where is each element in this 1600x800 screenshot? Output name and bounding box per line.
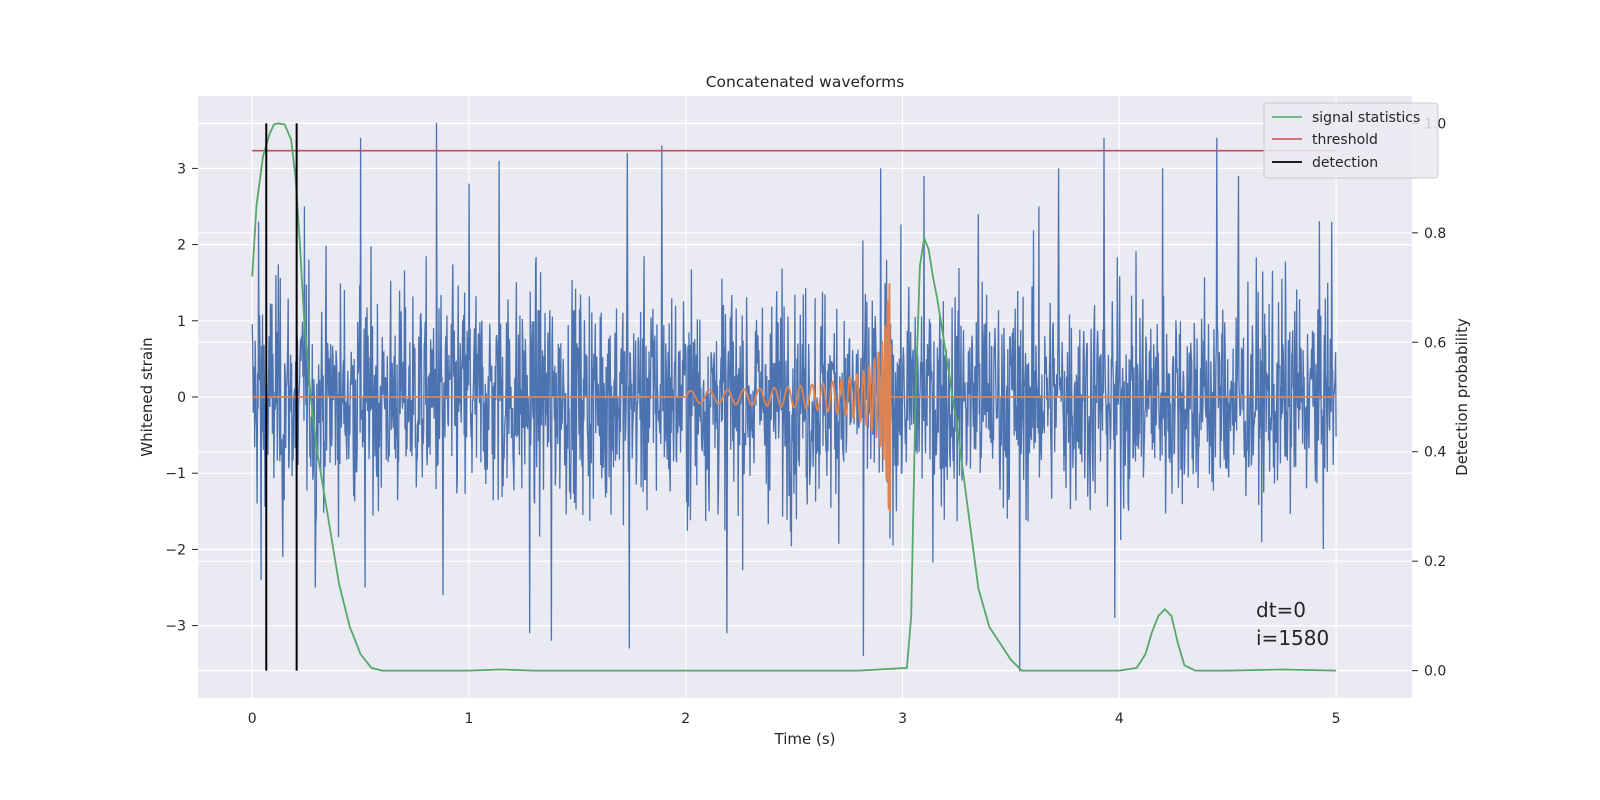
chart-title: Concatenated waveforms xyxy=(706,73,905,91)
x-tick-label: 5 xyxy=(1332,711,1341,727)
y-tick-label: 0 xyxy=(177,390,186,406)
x-tick-label: 3 xyxy=(898,711,907,727)
y-tick-label: −3 xyxy=(165,619,186,635)
x-tick-label: 0 xyxy=(248,711,257,727)
y-tick-label: −2 xyxy=(165,542,186,558)
plot-area xyxy=(251,122,1337,672)
y2-tick-label: 0.2 xyxy=(1424,554,1446,570)
y-axis-ticks: 3 2 1 0 −1 −2 −3 xyxy=(165,161,198,635)
legend-label-detection: detection xyxy=(1312,155,1378,171)
strain-series-line xyxy=(251,122,1337,672)
y2-axis-label: Detection probability xyxy=(1453,318,1471,476)
legend-label-signal-statistics: signal statistics xyxy=(1312,110,1420,126)
chirp-series-line xyxy=(252,283,1337,512)
legend-label-threshold: threshold xyxy=(1312,132,1378,148)
x-tick-label: 2 xyxy=(681,711,690,727)
x-tick-label: 4 xyxy=(1115,711,1124,727)
y-tick-label: 1 xyxy=(177,314,186,330)
x-tick-label: 1 xyxy=(465,711,474,727)
y-tick-label: 2 xyxy=(177,238,186,254)
y2-axis-ticks: 1.00.80.60.40.20.0 xyxy=(1412,116,1446,680)
signal-statistics-line xyxy=(251,122,1337,672)
y2-tick-label: 0.4 xyxy=(1424,445,1446,461)
x-axis-label: Time (s) xyxy=(774,730,836,748)
legend: signal statistics threshold detection xyxy=(1263,102,1439,179)
y-tick-label: −1 xyxy=(165,466,186,482)
annotation-dt: dt=0 xyxy=(1256,598,1306,622)
y2-tick-label: 0.8 xyxy=(1424,226,1446,242)
annotation: dt=0 i=1580 xyxy=(1256,598,1329,650)
y2-tick-label: 0.0 xyxy=(1424,664,1446,680)
annotation-index: i=1580 xyxy=(1256,626,1329,650)
y2-tick-label: 0.6 xyxy=(1424,335,1446,351)
x-axis-ticks: 0 1 2 3 4 5 xyxy=(248,711,1341,727)
y-tick-label: 3 xyxy=(177,161,186,177)
legend-box xyxy=(1263,102,1439,179)
y-axis-label: Whitened strain xyxy=(138,337,156,456)
